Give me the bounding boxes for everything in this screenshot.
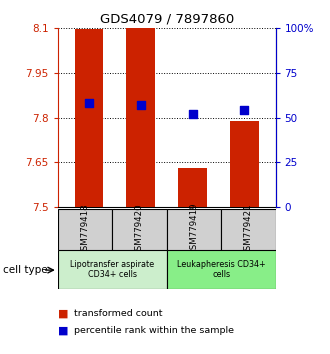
Text: GSM779421: GSM779421 (244, 203, 253, 256)
Bar (178, 168, 207, 207)
Point (242, 107, 247, 113)
Point (190, 111, 195, 117)
Bar (112, 209, 167, 250)
Bar (167, 209, 221, 250)
Bar (126, 28, 155, 207)
Bar (230, 121, 259, 207)
Point (86, 100, 91, 105)
Text: transformed count: transformed count (74, 309, 163, 318)
Bar (75, 29, 103, 207)
Text: Lipotransfer aspirate
CD34+ cells: Lipotransfer aspirate CD34+ cells (70, 260, 154, 279)
Bar (58, 250, 167, 289)
Text: cell type: cell type (3, 265, 48, 275)
Text: percentile rank within the sample: percentile rank within the sample (74, 326, 234, 336)
Text: GSM779419: GSM779419 (189, 203, 198, 256)
Text: GDS4079 / 7897860: GDS4079 / 7897860 (100, 12, 234, 25)
Bar (167, 250, 276, 289)
Text: Leukapheresis CD34+
cells: Leukapheresis CD34+ cells (177, 260, 265, 279)
Point (138, 102, 143, 108)
Text: ■: ■ (58, 326, 68, 336)
Bar (221, 209, 276, 250)
Text: GSM779418: GSM779418 (81, 203, 89, 256)
Text: ■: ■ (58, 308, 68, 318)
Text: GSM779420: GSM779420 (135, 203, 144, 256)
Bar (58, 209, 112, 250)
